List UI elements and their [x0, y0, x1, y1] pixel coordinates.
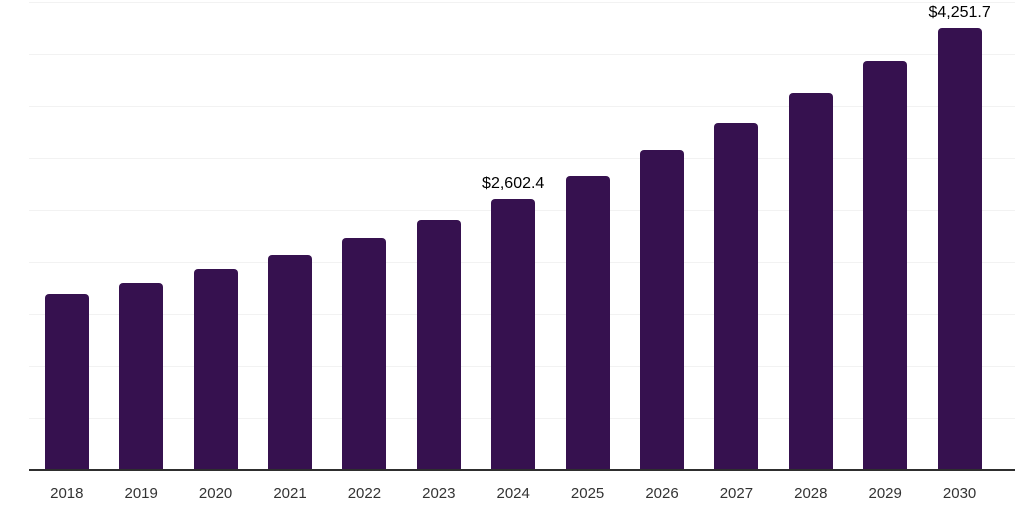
x-tick-2025: 2025	[570, 485, 605, 502]
x-axis-line	[29, 469, 1015, 471]
bar-2027	[714, 122, 759, 470]
x-tick-2024: 2024	[496, 485, 530, 502]
x-tick-2020: 2020	[198, 485, 233, 502]
x-tick-2018: 2018	[50, 485, 84, 502]
bar-2025	[565, 176, 610, 470]
gridline-3500	[29, 106, 1015, 107]
bar-2020	[193, 269, 238, 470]
bar-2018	[44, 294, 89, 470]
x-tick-2028: 2028	[794, 485, 828, 502]
bar-2030	[937, 27, 982, 470]
x-tick-2023: 2023	[422, 485, 456, 502]
gridline-4000	[29, 54, 1015, 55]
x-tick-2027: 2027	[719, 485, 754, 502]
bar-2024	[491, 199, 536, 470]
value-label-2030: $4,251.7	[928, 3, 991, 21]
x-tick-2029: 2029	[868, 485, 902, 502]
bar-2026	[640, 150, 684, 470]
bar-2028	[788, 93, 833, 470]
bar-2022	[342, 238, 387, 470]
x-tick-2019: 2019	[124, 485, 158, 502]
x-tick-2022: 2022	[347, 485, 382, 502]
bar-2021	[268, 254, 312, 470]
value-label-2024: $2,602.4	[482, 175, 545, 193]
bar-2023	[416, 219, 461, 470]
gridline-4500	[29, 2, 1015, 3]
x-tick-2030: 2030	[942, 485, 977, 502]
gridline-3000	[29, 158, 1015, 159]
bar-2019	[119, 282, 164, 470]
bar-2029	[863, 61, 908, 470]
x-tick-2026: 2026	[645, 485, 679, 502]
x-tick-2021: 2021	[273, 485, 307, 502]
